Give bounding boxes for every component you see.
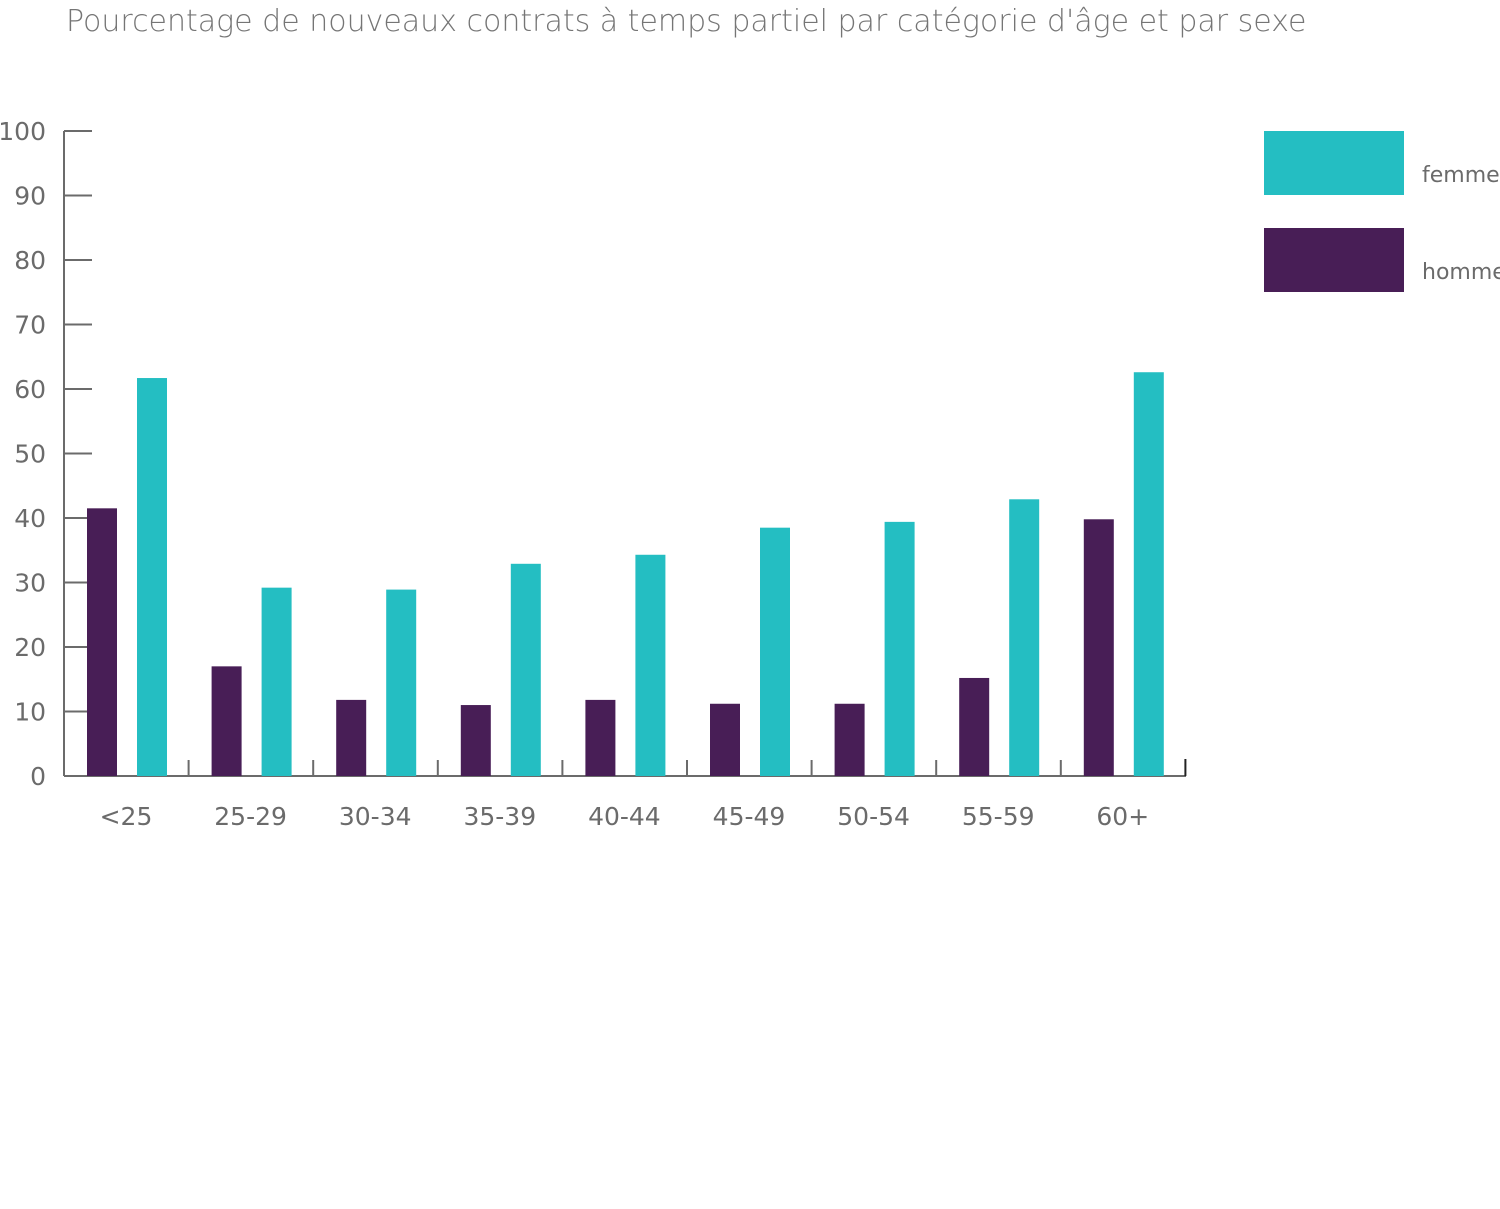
x-tick-label-30-34: 30-34 [339, 802, 412, 831]
bar-homme-50-54 [834, 703, 865, 776]
x-tick-label-55-59: 55-59 [962, 802, 1035, 831]
y-tick-label-50: 50 [14, 440, 46, 469]
x-tick-label-25-29: 25-29 [214, 802, 287, 831]
legend-label-homme: homme [1422, 260, 1500, 285]
y-tick-label-80: 80 [14, 246, 46, 275]
x-tick-labels: <25 25-29 30-34 35-39 40-44 45-49 50-54 55-59 60… [100, 802, 1150, 831]
bar-homme-55-59 [959, 677, 990, 776]
bar-femme-45-49 [760, 527, 790, 776]
bar-femme-55-59 [1009, 499, 1040, 776]
y-tick-label-70: 70 [14, 311, 46, 340]
x-tick-label-45-49: 45-49 [713, 802, 786, 831]
y-tick-labels: 0 10 20 30 40 50 60 70 80 90 100 [0, 117, 46, 791]
y-tick-label-60: 60 [14, 375, 46, 404]
legend: femme homme [1264, 131, 1500, 292]
bar-femme-30-34 [386, 589, 417, 776]
bar-homme-60 [1083, 519, 1114, 776]
legend-swatch-homme [1264, 228, 1404, 292]
bar-homme-45-49 [710, 703, 740, 776]
y-tick-label-10: 10 [14, 698, 46, 727]
chart-title: Pourcentage de nouveaux contrats à temps… [66, 4, 1307, 39]
bar-homme-40-44 [585, 699, 616, 776]
bar-homme-25 [87, 508, 117, 776]
bar-femme-40-44 [635, 554, 666, 776]
y-tick-label-90: 90 [14, 182, 46, 211]
bar-femme-25-29 [261, 587, 292, 776]
x-tick-label-50-54: 50-54 [837, 802, 910, 831]
legend-swatch-femme [1264, 131, 1404, 195]
y-tick-label-100: 100 [0, 117, 46, 146]
bar-femme-25 [137, 378, 167, 776]
y-tick-label-0: 0 [30, 762, 46, 791]
x-tick-label-60: 60+ [1096, 802, 1149, 831]
bar-femme-35-39 [510, 563, 541, 776]
y-tick-label-30: 30 [14, 569, 46, 598]
x-tick-label-40-44: 40-44 [588, 802, 661, 831]
bar-femme-50-54 [884, 521, 915, 776]
bar-homme-25-29 [211, 666, 242, 776]
axes [63, 130, 1187, 777]
x-tick-label-35-39: 35-39 [463, 802, 536, 831]
y-tick-label-40: 40 [14, 504, 46, 533]
bar-homme-30-34 [336, 699, 367, 776]
bar-femme-60 [1133, 372, 1164, 776]
x-tick-label-25: <25 [100, 802, 153, 831]
bars [87, 372, 1164, 776]
legend-label-femme: femme [1422, 163, 1500, 188]
bar-homme-35-39 [460, 705, 491, 776]
y-tick-label-20: 20 [14, 633, 46, 662]
